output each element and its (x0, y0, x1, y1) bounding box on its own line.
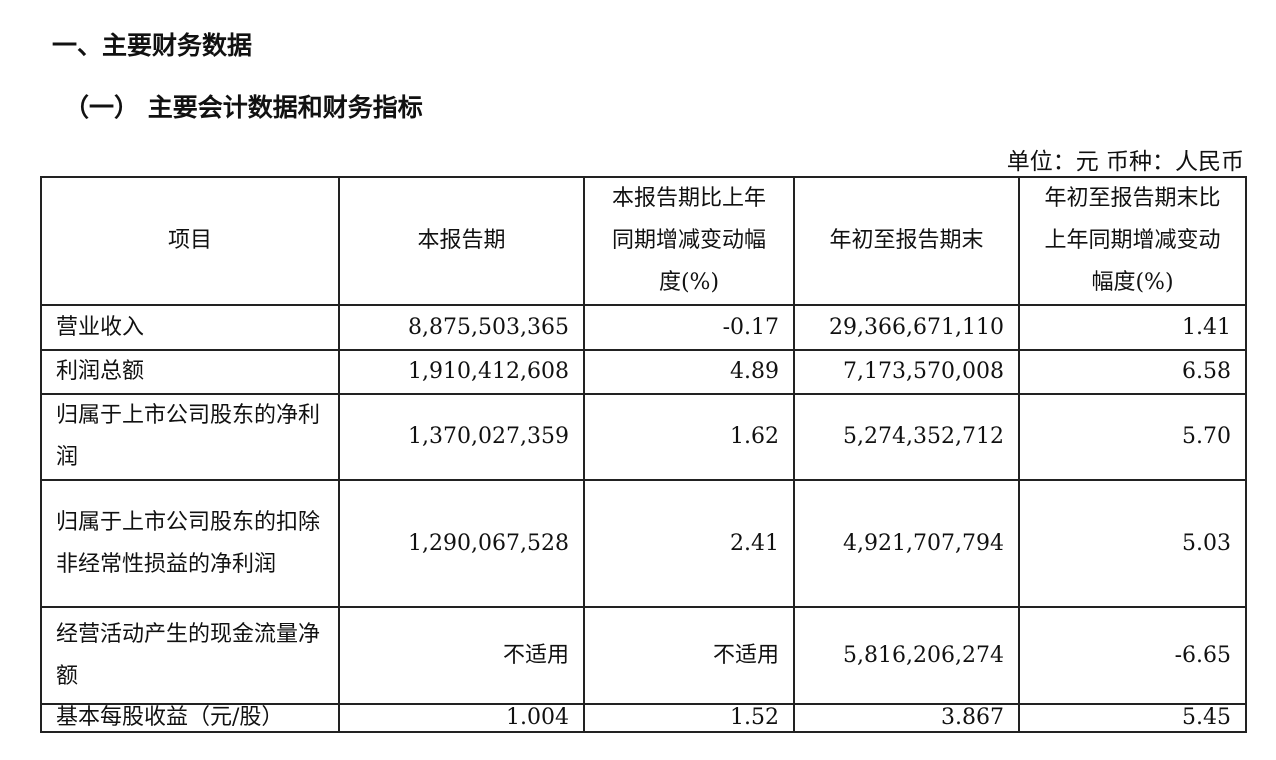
row-label: 经营活动产生的现金流量净额 (40, 606, 340, 705)
cell-value: 29,366,671,110 (793, 304, 1020, 351)
section-heading: 一、主要财务数据 (52, 31, 253, 60)
table-row: 归属于上市公司股东的净利润 1,370,027,359 1.62 5,274,352,… (40, 393, 1247, 481)
cell-value: 不适用 (583, 606, 795, 705)
row-label: 归属于上市公司股东的净利润 (40, 393, 340, 481)
row-label: 利润总额 (40, 349, 340, 395)
cell-value: 1.62 (583, 393, 795, 481)
cell-value: -0.17 (583, 304, 795, 351)
cell-value: 2.41 (583, 479, 795, 608)
cell-value: 4.89 (583, 349, 795, 395)
table-row: 利润总额 1,910,412,608 4.89 7,173,570,008 6.58 (40, 349, 1247, 395)
cell-value: 1,370,027,359 (338, 393, 585, 481)
cell-value: 5.45 (1018, 703, 1247, 733)
cell-value: 1.52 (583, 703, 795, 733)
cell-value: 4,921,707,794 (793, 479, 1020, 608)
cell-value: 5,274,352,712 (793, 393, 1020, 481)
cell-value: 5,816,206,274 (793, 606, 1020, 705)
cell-value: 1,910,412,608 (338, 349, 585, 395)
financial-data-table: 项目 本报告期 本报告期比上年同期增减变动幅度(%) 年初至报告期末 年初至报告… (40, 176, 1247, 733)
cell-value: 不适用 (338, 606, 585, 705)
cell-value: 1,290,067,528 (338, 479, 585, 608)
cell-value: 5.03 (1018, 479, 1247, 608)
cell-value: -6.65 (1018, 606, 1247, 705)
table-row: 经营活动产生的现金流量净额 不适用 不适用 5,816,206,274 -6.65 (40, 606, 1247, 705)
table-header-row: 项目 本报告期 本报告期比上年同期增减变动幅度(%) 年初至报告期末 年初至报告… (40, 176, 1247, 306)
header-current-period: 本报告期 (338, 176, 585, 306)
cell-value: 1.004 (338, 703, 585, 733)
table-row: 基本每股收益（元/股） 1.004 1.52 3.867 5.45 (40, 703, 1247, 733)
cell-value: 6.58 (1018, 349, 1247, 395)
row-label: 归属于上市公司股东的扣除非经常性损益的净利润 (40, 479, 340, 608)
table-row: 营业收入 8,875,503,365 -0.17 29,366,671,110 1.41 (40, 304, 1247, 351)
header-item: 项目 (40, 176, 340, 306)
cell-value: 7,173,570,008 (793, 349, 1020, 395)
cell-value: 8,875,503,365 (338, 304, 585, 351)
header-ytd-change: 年初至报告期末比上年同期增减变动幅度(%) (1018, 176, 1247, 306)
subsection-heading: （一） 主要会计数据和财务指标 (64, 93, 423, 122)
row-label: 基本每股收益（元/股） (40, 703, 340, 733)
unit-note: 单位：元 币种：人民币 (1006, 149, 1244, 175)
table-row: 归属于上市公司股东的扣除非经常性损益的净利润 1,290,067,528 2.41 4… (40, 479, 1247, 608)
row-label: 营业收入 (40, 304, 340, 351)
header-current-change: 本报告期比上年同期增减变动幅度(%) (583, 176, 795, 306)
cell-value: 1.41 (1018, 304, 1247, 351)
header-ytd: 年初至报告期末 (793, 176, 1020, 306)
cell-value: 5.70 (1018, 393, 1247, 481)
cell-value: 3.867 (793, 703, 1020, 733)
